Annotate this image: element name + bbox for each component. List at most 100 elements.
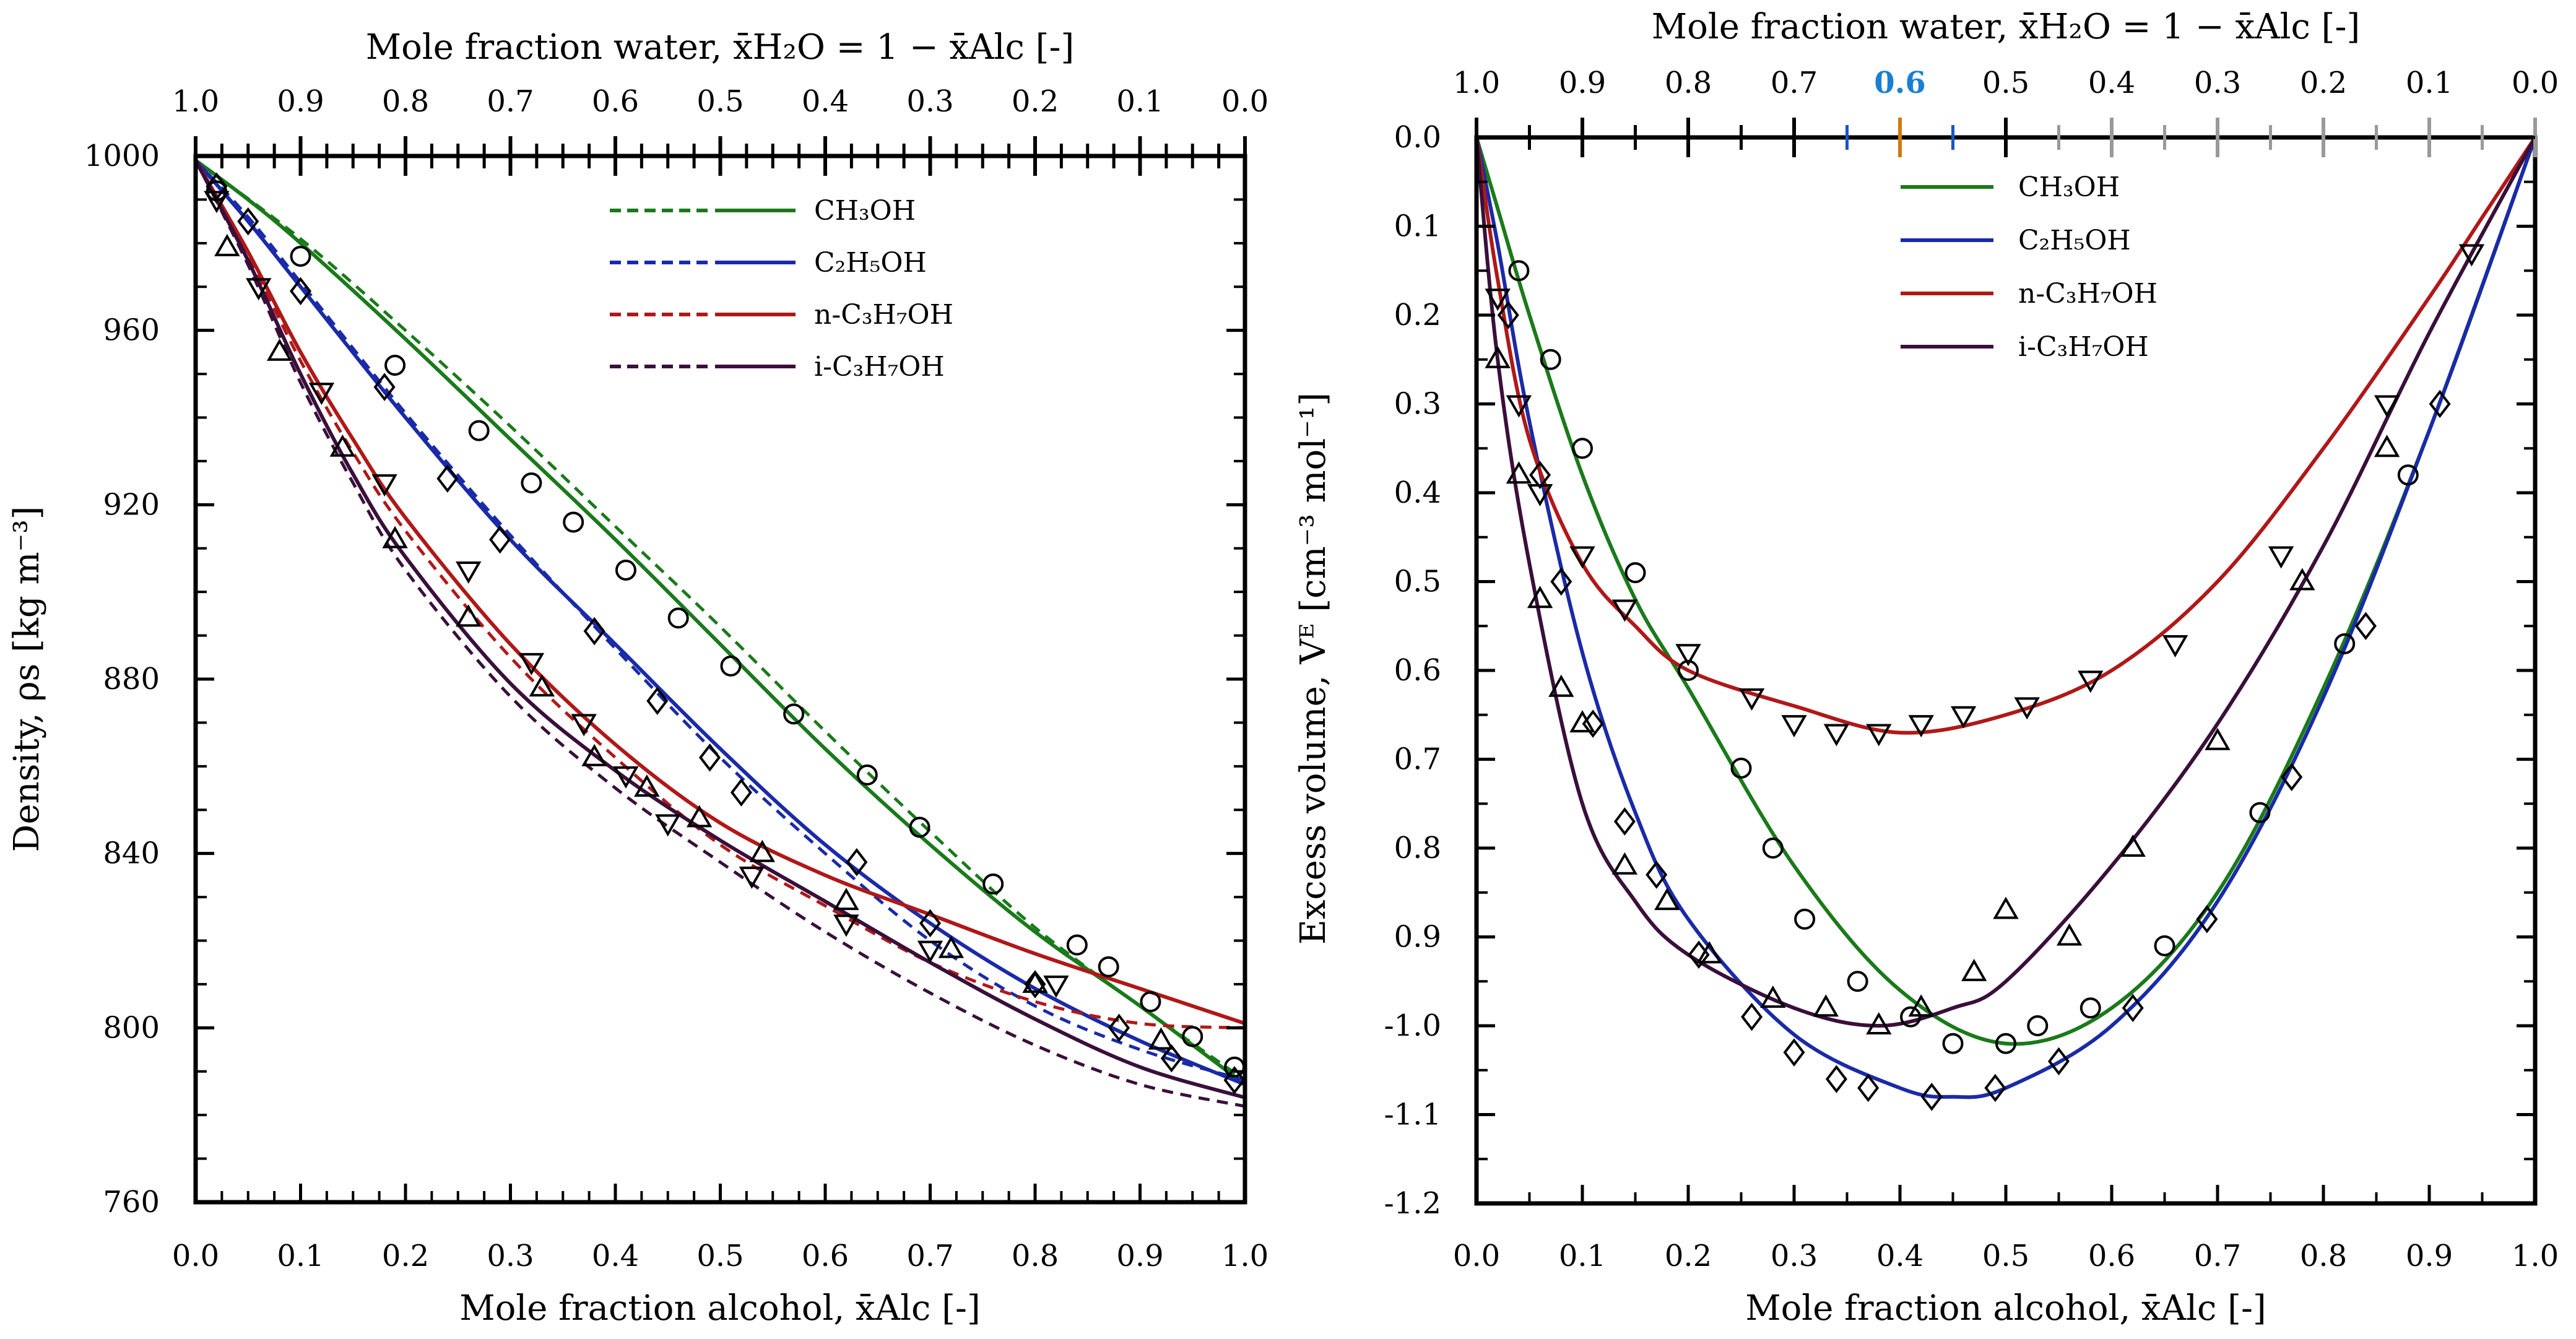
x-tick-label: 0.6 <box>802 1239 849 1273</box>
excess-volume-c-h-oh-marker <box>1741 1002 1763 1031</box>
density-c-h-oh-marker <box>489 525 511 554</box>
excess-volume-panel: 0.0 1.0 0.1 0.9 0.2 0.8 0.3 0.7 0.4 0.6 0.5 0.5 0.6 0… <box>1293 7 2559 1328</box>
excess-volume-i-c-h-oh-marker <box>1485 345 1511 368</box>
x-tick-label: 1.0 <box>2512 1239 2559 1273</box>
excess-volume-tick-labels: 0.0 1.0 0.1 0.9 0.2 0.8 0.3 0.7 0.4 0.6 0.5 0.5 0.6 0… <box>1384 66 2559 1273</box>
y-tick-label: 0.0 <box>1394 120 1441 155</box>
y-tick-label: 0.9 <box>1394 920 1441 955</box>
excess-volume-c-h-oh-marker <box>1497 301 1519 329</box>
excess-volume-legend-i-c-h-oh-label: i-C₃H₇OH <box>2018 331 2149 363</box>
excess-volume-ch-oh-marker <box>1678 660 1699 681</box>
excess-volume-markers <box>1485 244 2485 1111</box>
x-tick-label: 0.3 <box>487 1239 534 1273</box>
excess-volume-c-h-oh-marker <box>1825 1065 1847 1093</box>
excess-volume-i-c-h-oh-marker <box>1696 941 1722 964</box>
top-x-tick-label: 1.0 <box>1453 66 1500 100</box>
excess-volume-c-h-oh-marker <box>2429 389 2451 418</box>
density-i-c-h-oh-marker <box>329 434 356 457</box>
excess-volume-i-c-h-oh-marker <box>1548 674 1574 697</box>
excess-volume-n-c-h-oh-marker <box>1506 395 1532 418</box>
density-n-c-h-oh-marker <box>245 278 272 301</box>
excess-volume-i-c-h-oh-marker <box>1569 710 1595 733</box>
y-tick-label: 920 <box>103 487 160 522</box>
excess-volume-i-c-h-oh-marker <box>1961 958 1987 981</box>
excess-volume-i-c-h-oh-marker <box>2205 727 2231 750</box>
top-x-tick-label: 0.9 <box>277 84 324 119</box>
y-tick-label: 800 <box>103 1010 160 1045</box>
density-n-c-h-oh-marker <box>739 866 765 889</box>
excess-volume-i-c-h-oh-marker <box>1908 994 1934 1017</box>
excess-volume-i-c-h-oh-marker <box>1993 896 2019 919</box>
density-ch-oh-marker <box>290 245 311 267</box>
density-c-h-oh-marker <box>1024 970 1046 999</box>
excess-volume-i-c-h-oh-marker <box>2120 834 2146 857</box>
top-x-tick-label: 0.7 <box>487 84 534 119</box>
excess-volume-n-c-h-oh-marker <box>1781 715 1807 738</box>
density-i-c-h-oh-marker <box>266 338 293 361</box>
density-legend-i-c-h-oh-label: i-C₃H₇OH <box>814 351 945 383</box>
excess-volume-c-h-oh-marker <box>2122 994 2144 1023</box>
x-tick-label: 0.3 <box>1771 1239 1818 1273</box>
y-tick-label: -1.0 <box>1384 1008 1441 1043</box>
excess-volume-ch-oh-marker <box>1508 260 1530 282</box>
density-ch-oh-marker <box>783 703 805 725</box>
top-x-tick-label: 0.8 <box>1665 66 1712 100</box>
density-tick-labels: 0.0 1.0 0.1 0.9 0.2 0.8 0.3 0.7 0.4 0.6 0.5 0.5 0.6 0… <box>84 84 1268 1273</box>
density-ch-oh-marker <box>720 655 742 677</box>
excess-volume-top-x-axis-title: Mole fraction water, x̄H₂O = 1 − x̄Alc [… <box>1652 7 2361 47</box>
density-y-axis-title: Density, ρs [kg m⁻³] <box>7 506 47 852</box>
top-x-tick-label: 0.3 <box>2194 66 2241 100</box>
x-tick-label: 0.7 <box>906 1239 953 1273</box>
density-i-c-h-oh-marker <box>382 526 408 548</box>
density-c-h-oh-marker <box>699 743 721 772</box>
top-x-tick-label: 0.9 <box>1559 66 1606 100</box>
excess-volume-n-c-h-oh-marker <box>2162 635 2188 657</box>
excess-volume-c-h-oh-marker <box>2281 763 2303 791</box>
density-ch-oh-marker <box>563 511 584 533</box>
density-ch-oh-marker <box>856 764 878 786</box>
top-x-tick-label: 0.0 <box>2512 66 2559 100</box>
excess-volume-legend-ch-oh-label: CH₃OH <box>2018 171 2120 203</box>
excess-volume-n-c-h-oh-marker <box>1611 599 1638 622</box>
density-top-x-axis-title: Mole fraction water, x̄H₂O = 1 − x̄Alc [… <box>366 27 1075 67</box>
excess-volume-legend-c-h-oh-label: C₂H₅OH <box>2018 225 2131 256</box>
excess-volume-i-c-h-oh-marker <box>2056 923 2083 946</box>
top-x-tick-label: 0.0 <box>1221 84 1268 119</box>
density-ch-oh-solid-line <box>196 158 1245 1086</box>
density-ch-oh-marker <box>667 607 689 629</box>
excess-volume-i-c-h-oh-marker <box>1654 888 1680 911</box>
y-tick-label: 0.6 <box>1394 653 1441 688</box>
excess-volume-c-h-oh-marker <box>2047 1047 2070 1076</box>
density-n-c-h-oh-marker <box>455 561 482 584</box>
density-n-c-h-oh-marker <box>917 940 943 963</box>
density-ch-oh-marker <box>1098 956 1119 977</box>
density-i-c-h-oh-marker <box>455 604 482 627</box>
density-ch-oh-marker <box>615 559 636 581</box>
top-x-tick-label: 0.4 <box>802 84 849 119</box>
top-x-tick-label: 0.4 <box>2088 66 2135 100</box>
excess-volume-c-h-oh-marker <box>1550 567 1572 596</box>
density-ch-oh-marker <box>521 472 542 494</box>
x-tick-label: 0.1 <box>1559 1239 1606 1273</box>
excess-volume-ch-oh-marker <box>1847 971 1868 992</box>
excess-volume-ch-oh-marker <box>2079 997 2101 1019</box>
excess-volume-ch-oh-marker <box>1624 562 1646 584</box>
excess-volume-c-h-oh-marker <box>1920 1083 1943 1111</box>
excess-volume-ticks <box>1475 118 2537 1205</box>
excess-volume-ch-oh-marker <box>1730 757 1752 779</box>
density-n-c-h-oh-marker <box>833 914 859 937</box>
excess-volume-n-c-h-oh-marker <box>1866 724 1892 747</box>
density-c-h-oh-marker <box>730 778 752 807</box>
excess-volume-legend: CH₃OH C₂H₅OH n-C₃H₇OH i-C₃H₇OH <box>1901 171 2158 363</box>
density-i-c-h-oh-marker <box>529 674 555 697</box>
top-x-tick-label: 0.3 <box>906 84 953 119</box>
excess-volume-c-h-oh-marker <box>1646 860 1668 889</box>
excess-volume-x-axis-title: Mole fraction alcohol, x̄Alc [-] <box>1745 1288 2266 1328</box>
excess-volume-i-c-h-oh-marker <box>1813 994 1839 1017</box>
excess-volume-n-c-h-oh-marker <box>2268 546 2294 569</box>
density-ch-oh-marker <box>909 817 930 838</box>
excess-volume-c-h-oh-marker <box>2354 612 2377 641</box>
excess-volume-c-h-oh-marker <box>1783 1038 1805 1067</box>
density-n-c-h-oh-solid-line <box>196 159 1245 1026</box>
y-tick-label: -1.2 <box>1384 1186 1441 1221</box>
